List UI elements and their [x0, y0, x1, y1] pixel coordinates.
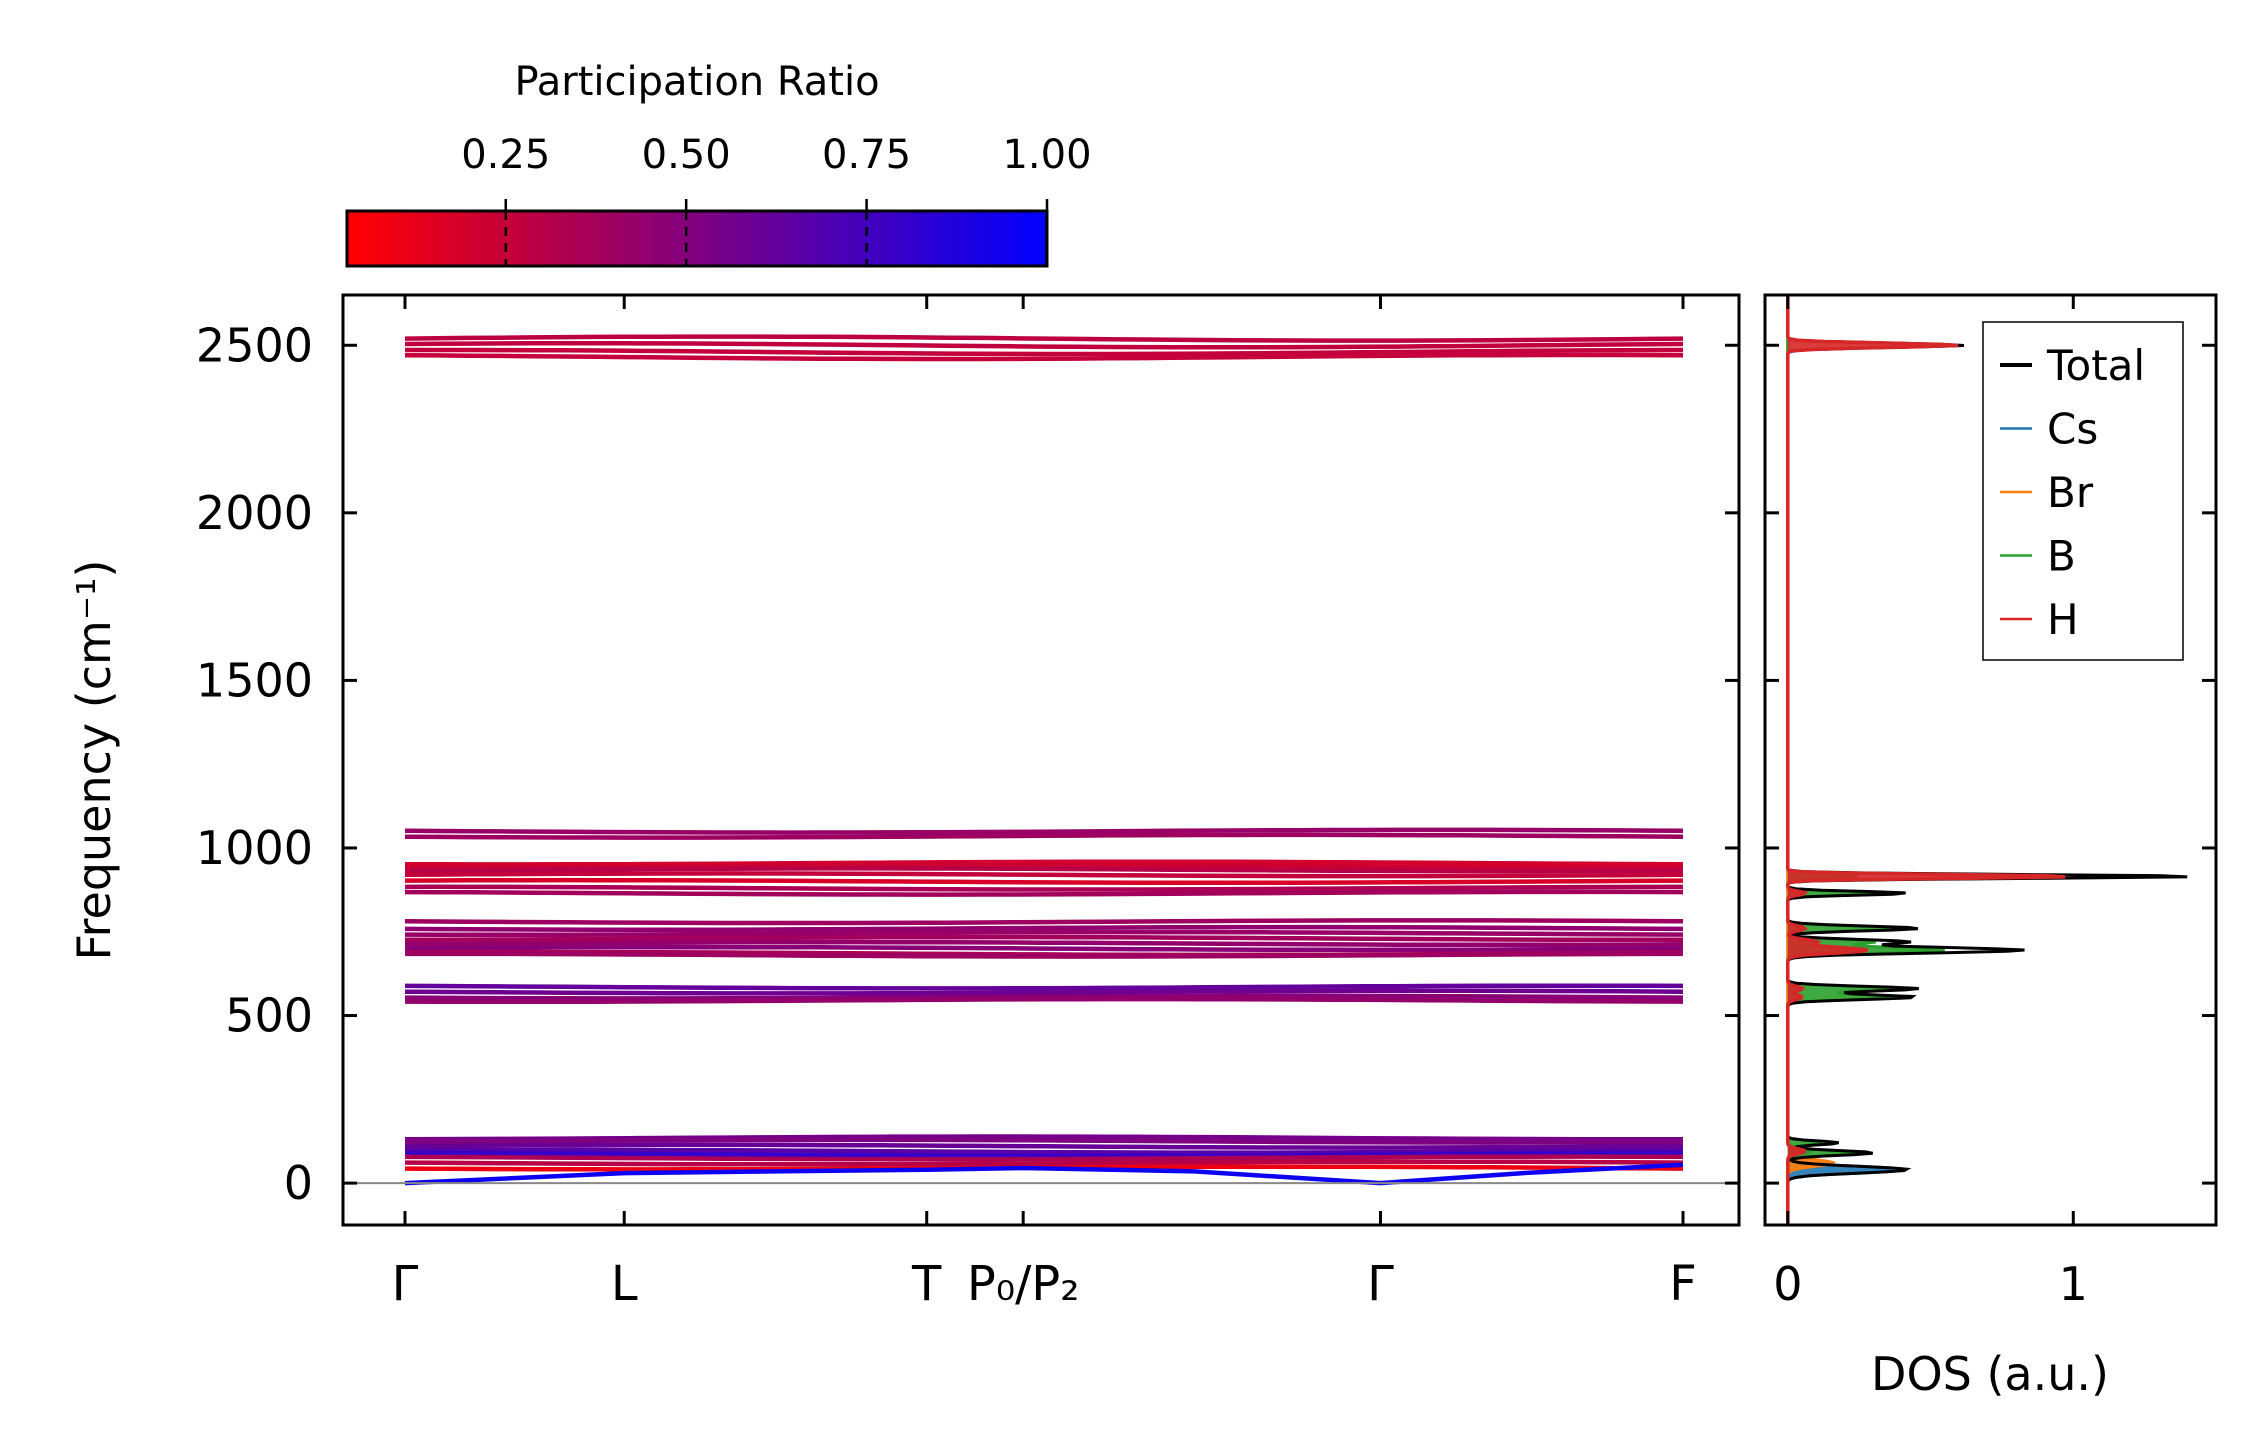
phonon-band [404, 832, 1684, 840]
phonon-band [404, 993, 1684, 1001]
colorbar-gradient [345, 209, 1049, 268]
y-axis-title: Frequency (cm⁻¹) [67, 560, 121, 961]
phonon-band [404, 859, 1684, 867]
y-tick-label: 0 [284, 1156, 313, 1210]
phonon-band [405, 347, 1684, 357]
dos-fill-b [1787, 295, 1945, 1225]
dos-axes-frame [1763, 293, 2218, 1227]
phonon-band [404, 1154, 1684, 1162]
y-tick-label: 1500 [196, 653, 313, 707]
phonon-band [405, 1151, 1683, 1159]
phonon-band [404, 929, 1684, 938]
y-tick-label: 1000 [196, 821, 313, 875]
colorbar-tick-label: 0.75 [822, 132, 911, 178]
dos-legend: Total Cs Br BH [1982, 321, 2184, 661]
k-point-label: T [911, 1256, 942, 1312]
k-point-label: P₀/P₂ [967, 1256, 1080, 1312]
phonon-band [404, 983, 1684, 991]
phonon-band [404, 944, 1684, 953]
legend-label-br: Br [2047, 468, 2094, 517]
colorbar-tick-label: 0.25 [461, 132, 550, 178]
phonon-band [404, 884, 1683, 892]
phonon-band [405, 862, 1683, 870]
legend-label-h: H [2047, 595, 2079, 644]
phonon-band [404, 1142, 1684, 1150]
k-point-label: Γ [392, 1256, 419, 1312]
dos-x-tick-label: 1 [2059, 1257, 2088, 1311]
band-axes-frame [341, 293, 1741, 1227]
y-tick-label: 500 [225, 989, 313, 1043]
phonon-band [404, 988, 1684, 996]
k-point-label: F [1669, 1256, 1697, 1312]
phonon-band [404, 871, 1684, 879]
y-tick-label: 2000 [196, 486, 313, 540]
dos-series-cs [1786, 295, 1912, 1225]
dos-x-tick-label: 0 [1773, 1257, 1802, 1311]
colorbar: Participation Ratio 0.25 0.50 0.75 1.00 [345, 59, 1092, 268]
colorbar-title: Participation Ratio [514, 59, 879, 105]
phonon-band [404, 866, 1684, 874]
k-point-label: Γ [1367, 1256, 1394, 1312]
dos-fill-cs [1787, 295, 1907, 1225]
phonon-band [404, 827, 1684, 835]
dos-x-axis-title: DOS (a.u.) [1871, 1347, 2109, 1401]
legend-label-cs: Cs [2047, 405, 2098, 454]
phonon-band [404, 1159, 1684, 1167]
phonon-band [404, 877, 1684, 886]
k-point-label: L [611, 1256, 638, 1312]
legend-label-b: B [2047, 532, 2076, 581]
phonon-band [405, 951, 1683, 959]
acoustic-branch [404, 1162, 1684, 1186]
colorbar-tick-label: 0.50 [642, 132, 731, 178]
band-structure-panel: 0 500 1000 1500 2000 2500 Γ L T P₀/P₂ Γ F Frequenc… [67, 293, 1741, 1312]
dos-series-h-top [1786, 295, 2066, 1225]
phonon-band [404, 352, 1684, 362]
phonon-band [404, 889, 1684, 897]
dos-panel: 0 1 DOS (a.u.) Total Cs Br BH [1763, 293, 2218, 1401]
y-tick-label: 2500 [196, 318, 313, 372]
phonon-band [404, 939, 1684, 948]
phonon-band [404, 918, 1684, 926]
phonon-band [404, 924, 1684, 932]
phonon-band [404, 1147, 1684, 1155]
phonon-band [404, 934, 1683, 943]
dos-series-br [1786, 295, 1836, 1225]
phonon-band [404, 996, 1684, 1005]
dos-series-b [1786, 295, 1945, 1225]
phonon-band [404, 1134, 1683, 1142]
phonon-band [404, 334, 1684, 343]
phonon-band [404, 1137, 1684, 1145]
colorbar-tick-label: 1.00 [1002, 132, 1091, 178]
dos-fill-br [1787, 295, 1834, 1225]
legend-label-total: Total [2046, 341, 2145, 390]
phonon-band [404, 341, 1684, 350]
